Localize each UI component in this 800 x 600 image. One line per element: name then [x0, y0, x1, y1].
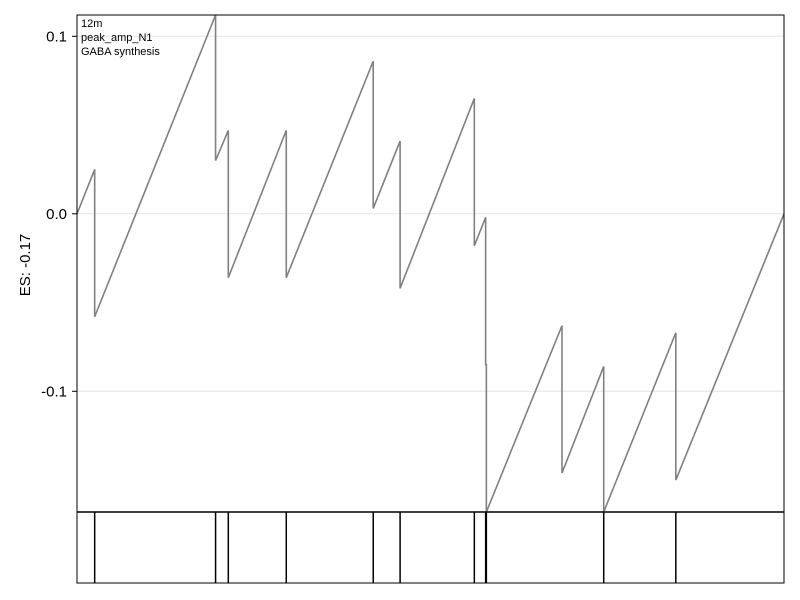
- hit-rug: [93, 512, 677, 583]
- series-line: [76, 14, 785, 513]
- y-tick-label: 0.0: [46, 206, 67, 223]
- grid-lines: [77, 35, 784, 392]
- rug-plot-frame: [76, 511, 785, 584]
- y-axis-label: ES: -0.17: [17, 234, 34, 297]
- annotation-line-1: 12m: [81, 18, 102, 30]
- y-tick-label: -0.1: [41, 383, 67, 400]
- y-tick-label: 0.1: [46, 28, 67, 45]
- plot-frames: [76, 14, 785, 584]
- main-plot-frame: [76, 14, 785, 513]
- annotation-line-3: GABA synthesis: [81, 46, 160, 58]
- y-axis-ticks: 0.1 0.0 -0.1: [41, 28, 77, 400]
- annotation-line-2: peak_amp_N1: [81, 32, 153, 44]
- running-score-line: [76, 14, 785, 513]
